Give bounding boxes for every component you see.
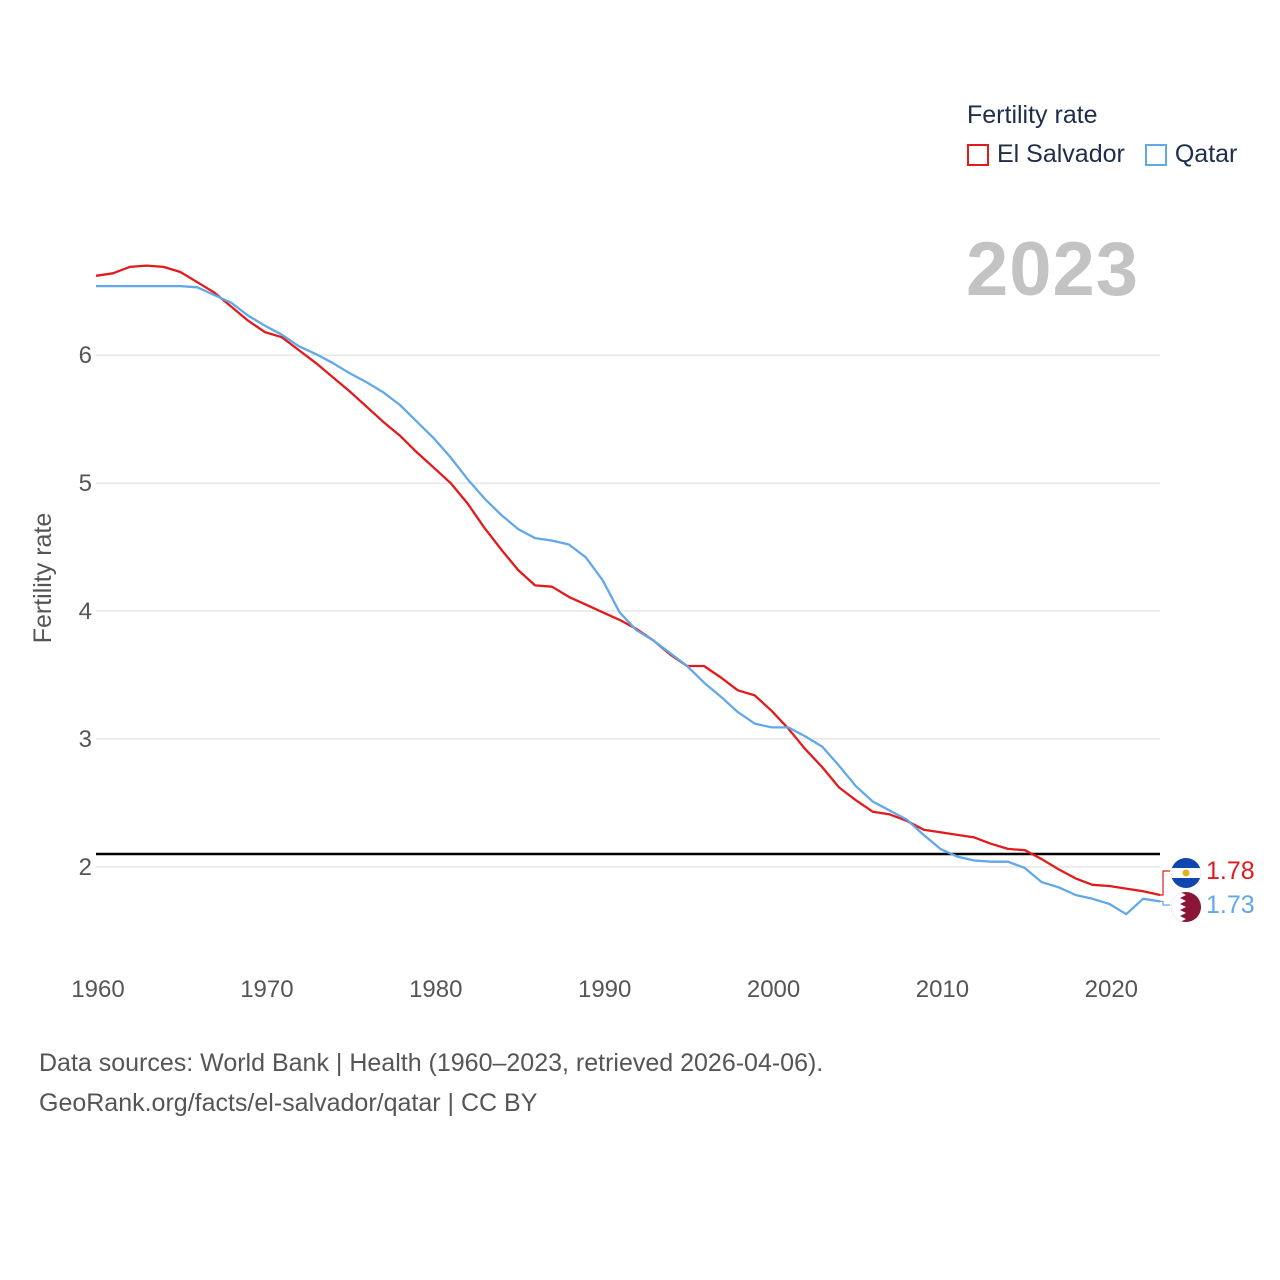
legend-item-qatar[interactable]: Qatar xyxy=(1144,140,1238,169)
legend-swatch-el-salvador xyxy=(967,143,989,166)
y-tick-6: 6 xyxy=(79,342,92,369)
gridlines xyxy=(96,354,1160,868)
x-tick-1960: 1960 xyxy=(71,976,124,1003)
legend-label-el-salvador: El Salvador xyxy=(997,140,1125,168)
series-line-el-salvador xyxy=(95,264,1161,897)
y-tick-3: 3 xyxy=(79,726,92,753)
legend-item-el-salvador[interactable]: El Salvador xyxy=(967,140,1125,169)
flag-emblem xyxy=(1182,869,1190,877)
legend-title: Fertility rate xyxy=(967,101,1098,129)
source-line-1: Data sources: World Bank | Health (1960–… xyxy=(39,1049,824,1077)
x-tick-2010: 2010 xyxy=(916,976,969,1003)
x-tick-1990: 1990 xyxy=(578,976,631,1003)
x-tick-1970: 1970 xyxy=(240,976,293,1003)
end-value-label-el-salvador: 1.78 xyxy=(1206,857,1255,885)
series-line-qatar xyxy=(96,284,1161,916)
legend-label-qatar: Qatar xyxy=(1174,140,1238,168)
x-tick-1980: 1980 xyxy=(409,976,462,1003)
legend-swatch-qatar xyxy=(1144,143,1167,166)
legend-items: El Salvador Qatar xyxy=(967,140,1257,169)
flag-hoist-white xyxy=(1171,892,1186,922)
y-tick-5: 5 xyxy=(79,470,92,497)
source-line-2: GeoRank.org/facts/el-salvador/qatar | CC… xyxy=(39,1089,538,1117)
x-tick-2020: 2020 xyxy=(1085,976,1138,1003)
series-group xyxy=(95,264,1161,916)
connector-qatar xyxy=(1160,900,1170,906)
y-axis-title: Fertility rate xyxy=(29,513,57,644)
flag-icon-qatar xyxy=(1171,892,1201,922)
connector-el-salvador xyxy=(1160,870,1170,896)
legend: Fertility rate El Salvador Qatar xyxy=(967,98,1257,169)
y-tick-2: 2 xyxy=(79,854,92,881)
end-value-label-qatar: 1.73 xyxy=(1206,891,1255,919)
source-note: Data sources: World Bank | Health (1960–… xyxy=(39,1043,823,1123)
y-tick-4: 4 xyxy=(79,598,92,625)
x-tick-2000: 2000 xyxy=(747,976,800,1003)
year-label: 2023 xyxy=(966,227,1140,312)
flag-icon-el-salvador xyxy=(1171,858,1201,888)
end-labels: 1.78 1.73 xyxy=(1160,857,1255,922)
x-axis: 1960 1970 1980 1990 2000 2010 2020 xyxy=(71,976,1138,1003)
y-axis: 2 3 4 5 6 xyxy=(79,342,92,881)
